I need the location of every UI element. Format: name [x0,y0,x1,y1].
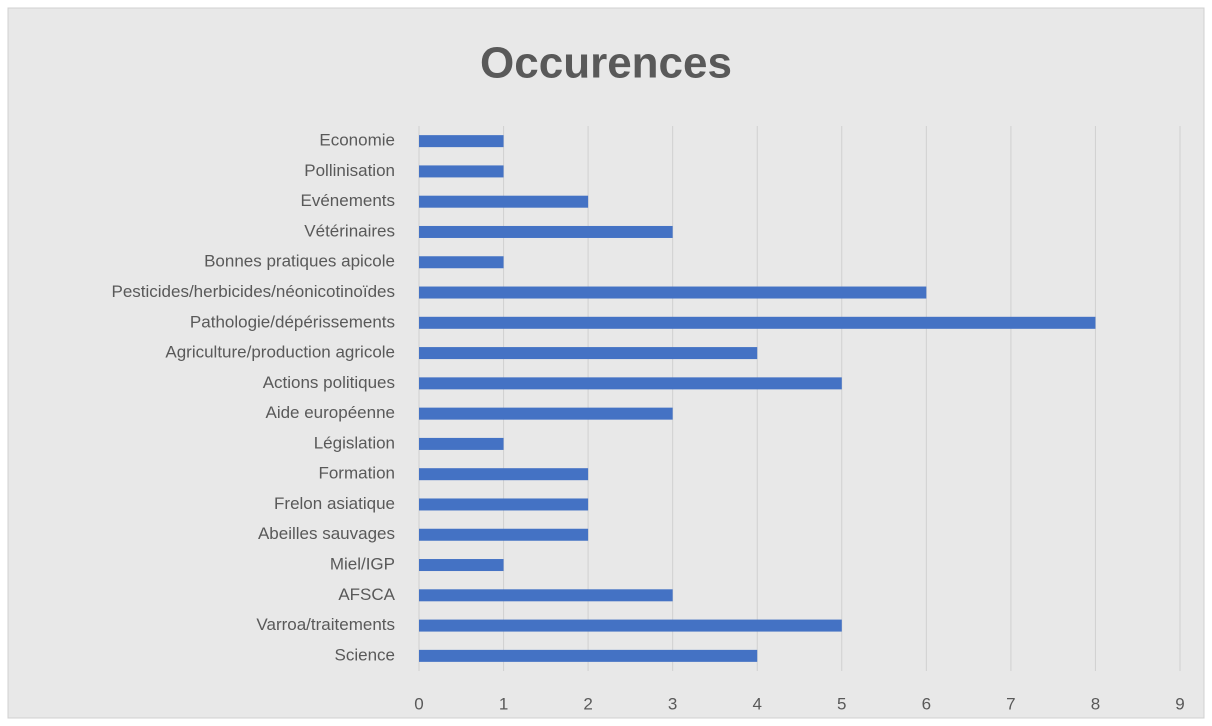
x-tick-label: 4 [752,694,761,713]
y-tick-label: Pesticides/herbicides/néonicotinoïdes [111,282,395,301]
bar [419,256,504,269]
bar [419,407,673,420]
x-tick-label: 8 [1091,694,1100,713]
x-tick-label: 7 [1006,694,1015,713]
y-tick-label: Vétérinaires [304,221,395,240]
y-tick-label: Actions politiques [263,373,395,392]
bar [419,619,842,632]
y-tick-label: Abeilles sauvages [258,524,395,543]
bar [419,347,758,360]
y-tick-label: Miel/IGP [330,555,395,574]
x-tick-label: 3 [668,694,677,713]
bar [419,316,1096,329]
x-tick-label: 0 [414,694,423,713]
y-tick-label: Science [335,645,395,664]
y-tick-label: Formation [318,464,395,483]
bar [419,468,589,481]
bar [419,377,842,390]
bar [419,437,504,450]
y-tick-label: Economie [319,131,395,150]
y-tick-label: AFSCA [338,585,395,604]
bar [419,225,673,238]
bar [419,135,504,148]
x-tick-label: 1 [499,694,508,713]
y-tick-label: Bonnes pratiques apicole [204,252,395,271]
y-tick-label: Varroa/traitements [256,615,395,634]
y-tick-label: Pathologie/dépérissements [190,312,395,331]
chart-title: Occurences [480,39,732,88]
y-tick-label: Législation [314,433,395,452]
bar [419,649,758,662]
bar [419,498,589,511]
y-tick-label: Aide européenne [265,403,395,422]
y-tick-label: Agriculture/production agricole [165,343,395,362]
x-tick-label: 6 [922,694,931,713]
bar [419,195,589,208]
y-tick-label: Frelon asiatique [274,494,395,513]
y-tick-label: Pollinisation [304,161,395,180]
x-tick-label: 5 [837,694,846,713]
x-tick-label: 9 [1175,694,1184,713]
x-tick-label: 2 [583,694,592,713]
y-tick-label: Evénements [301,191,396,210]
bar [419,286,927,299]
bar [419,559,504,572]
chart-background [7,7,1205,719]
bar [419,589,673,602]
bar [419,528,589,541]
bar [419,165,504,178]
